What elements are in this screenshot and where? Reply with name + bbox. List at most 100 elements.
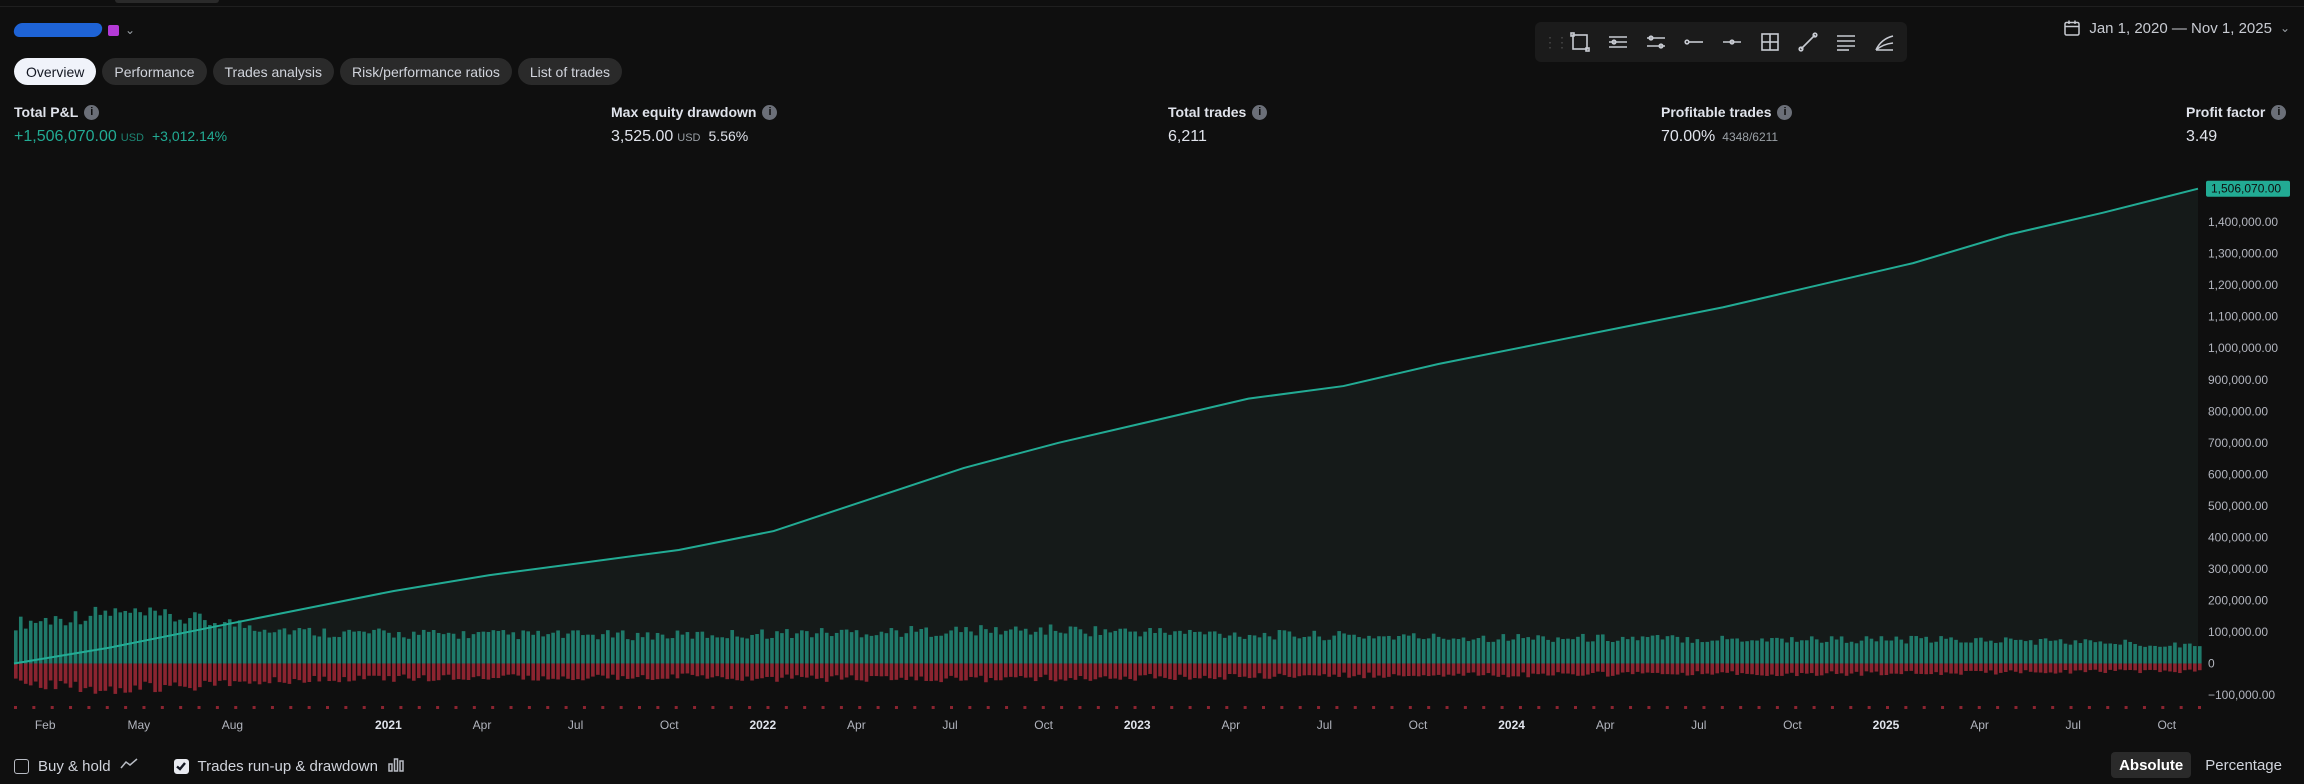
trade-marker (638, 706, 641, 709)
drawdown-bar (2068, 663, 2073, 674)
trade-marker (619, 706, 623, 709)
trade-marker (950, 706, 953, 709)
strategy-selector[interactable]: ⌄ (12, 20, 136, 40)
runup-bar (1481, 635, 1486, 664)
tab-performance[interactable]: Performance (102, 58, 207, 85)
horizontal-ray-icon[interactable] (1679, 27, 1709, 57)
runup-bar (232, 626, 237, 664)
runup-bar (53, 616, 58, 664)
multi-lines-icon[interactable] (1831, 27, 1861, 57)
runup-bar (1586, 641, 1590, 664)
runup-bar (1700, 642, 1705, 664)
trade-marker (2161, 706, 2165, 709)
drawdown-bar (372, 663, 376, 676)
runup-bar (725, 638, 730, 664)
runup-bar (1183, 633, 1187, 664)
drawdown-bar (222, 663, 227, 681)
info-icon[interactable]: i (762, 104, 778, 120)
fib-fan-icon[interactable] (1869, 27, 1899, 57)
drawdown-bar (1133, 663, 1137, 681)
runup-bar (2138, 645, 2142, 664)
runup-bar (1556, 637, 1560, 664)
drawdown-bar (2138, 663, 2142, 674)
parallel-lines-icon[interactable] (1603, 27, 1633, 57)
drawdown-bar (1018, 663, 1023, 677)
drag-handle-icon[interactable]: ⋮⋮ (1543, 33, 1569, 50)
runup-bar (188, 618, 192, 664)
runup-bar (700, 631, 705, 664)
info-icon[interactable]: i (84, 104, 100, 120)
trade-marker (2069, 706, 2073, 709)
runup-drawdown-checkbox[interactable] (173, 758, 189, 774)
drawdown-bar (844, 663, 849, 678)
info-icon[interactable]: i (1777, 104, 1793, 120)
drawdown-bar (18, 663, 23, 681)
runup-bar (1262, 632, 1267, 664)
channel-lines-icon[interactable] (1641, 27, 1671, 57)
trend-line-icon[interactable] (1793, 27, 1823, 57)
equity-chart[interactable]: 1,400,000.00 1,300,000.00 1,200,000.00 1,10… (0, 170, 2304, 736)
runup-bar (1257, 637, 1262, 664)
runup-bar (1650, 635, 1655, 664)
drawdown-bar (720, 663, 725, 678)
metric-max-drawdown: Max equity drawdown i 3,525.00 USD 5.56% (611, 104, 778, 146)
runup-bar (1829, 636, 1834, 664)
metric-unit: USD (120, 132, 144, 144)
drawdown-bar (217, 663, 222, 681)
runup-bar (610, 637, 615, 664)
trade-marker (289, 706, 293, 709)
tab-risk-performance-ratios[interactable]: Risk/performance ratios (340, 58, 512, 85)
drawdown-bar (2118, 663, 2123, 670)
tab-trades-analysis[interactable]: Trades analysis (212, 58, 335, 85)
runup-bar (1441, 638, 1446, 664)
date-range-picker[interactable]: Jan 1, 2020 — Nov 1, 2025 ⌄ (2063, 19, 2290, 37)
x-tick-label: 2022 (749, 718, 776, 732)
drawdown-bar (292, 663, 297, 679)
crosshair-box-icon[interactable] (1755, 27, 1785, 57)
drawdown-bar (128, 663, 133, 693)
runup-bar (2063, 643, 2068, 664)
trade-marker (1335, 706, 1339, 709)
drawdown-bar (2188, 663, 2192, 670)
horizontal-line-icon[interactable] (1717, 27, 1747, 57)
info-icon[interactable]: i (1252, 104, 1268, 120)
runup-bar (2098, 641, 2103, 664)
runup-bar (1844, 642, 1849, 664)
metric-label: Profitable trades (1661, 104, 1772, 120)
runup-bar (601, 634, 605, 664)
trade-marker (674, 706, 678, 709)
runup-bar (1979, 637, 1983, 664)
runup-bar (1884, 640, 1889, 664)
percentage-button[interactable]: Percentage (2205, 756, 2282, 774)
runup-bar (327, 637, 332, 664)
y-tick-label: 900,000.00 (2208, 373, 2268, 387)
tab-overview[interactable]: Overview (14, 58, 97, 85)
buy-hold-checkbox[interactable] (14, 758, 29, 774)
drawdown-bar (33, 663, 38, 682)
runup-bar (262, 629, 267, 664)
drawdown-bar (969, 663, 973, 677)
drawdown-bar (710, 663, 715, 678)
runup-bar (1392, 639, 1396, 664)
runup-bar (561, 637, 565, 664)
runup-bar (1551, 641, 1555, 664)
drawdown-bar (949, 663, 953, 676)
runup-bar (660, 634, 665, 664)
runup-drawdown-toggle[interactable]: Trades run-up & drawdown (173, 755, 405, 777)
drawdown-bar (332, 663, 336, 681)
runup-bar (78, 624, 83, 664)
drawdown-bar (1725, 663, 1729, 673)
drawdown-bar (954, 663, 958, 678)
runup-bar (690, 638, 695, 664)
info-icon[interactable]: i (2271, 104, 2287, 120)
drawdown-bar (1068, 663, 1073, 679)
drawdown-bar (138, 663, 142, 690)
buy-hold-toggle[interactable]: Buy & hold (14, 755, 138, 777)
rectangle-tool-icon[interactable] (1565, 27, 1595, 57)
tab-list-of-trades[interactable]: List of trades (517, 58, 623, 85)
trade-marker (491, 706, 495, 709)
absolute-button[interactable]: Absolute (2111, 752, 2192, 778)
trade-marker (417, 706, 421, 709)
chevron-down-icon[interactable]: ⌄ (125, 23, 136, 37)
trade-marker (656, 706, 660, 709)
